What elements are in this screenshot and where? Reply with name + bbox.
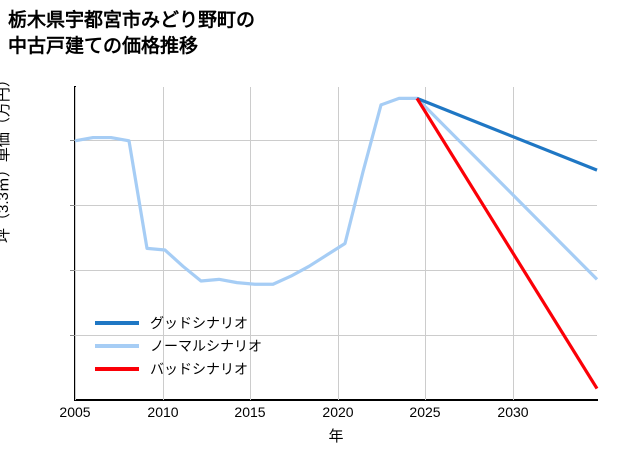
y-tick-mark-32	[70, 335, 75, 336]
gridline-x-2015	[250, 87, 251, 400]
gridline-x-2025	[425, 87, 426, 400]
legend-swatch-normal	[95, 343, 139, 348]
legend-label-good: グッドシナリオ	[150, 314, 248, 331]
series-line	[416, 96, 598, 172]
gridline-y-38	[75, 140, 597, 141]
chart-title: 栃木県宇都宮市みどり野町の 中古戸建ての価格推移	[8, 8, 608, 60]
x-tick-label-2: 2015	[234, 404, 266, 420]
x-tick-label-3: 2020	[322, 404, 354, 420]
gridline-x-2020	[338, 87, 339, 400]
legend-swatch-good	[95, 320, 139, 325]
series-line	[74, 96, 599, 286]
legend-item-normal: ノーマルシナリオ	[95, 334, 310, 357]
gridline-x-2005	[75, 87, 76, 400]
x-axis-spine	[74, 399, 598, 401]
x-tick-label-0: 2005	[59, 404, 91, 420]
x-tick-label-1: 2010	[147, 404, 179, 420]
y-tick-mark-34	[70, 270, 75, 271]
y-tick-mark-38	[70, 140, 75, 141]
x-tick-label-4: 2025	[409, 404, 441, 420]
legend-label-bad: バッドシナリオ	[150, 360, 248, 377]
chart-title-text: 栃木県宇都宮市みどり野町の 中古戸建ての価格推移	[8, 10, 256, 58]
gridline-x-2010	[163, 87, 164, 400]
gridline-y-34	[75, 270, 597, 271]
gridline-x-2030	[513, 87, 514, 400]
legend-item-bad: バッドシナリオ	[95, 357, 310, 380]
gridline-y-36	[75, 205, 597, 206]
legend-swatch-bad	[95, 366, 139, 371]
x-axis-label: 年	[328, 428, 344, 445]
legend-item-good: グッドシナリオ	[95, 311, 310, 334]
gridline-y-32	[75, 335, 597, 336]
series-line	[415, 97, 599, 390]
y-tick-mark-36	[70, 205, 75, 206]
x-tick-label-5: 2030	[497, 404, 529, 420]
plot-area	[75, 87, 597, 400]
legend-label-normal: ノーマルシナリオ	[150, 337, 262, 354]
chart-legend: グッドシナリオ ノーマルシナリオ バッドシナリオ	[95, 311, 310, 380]
